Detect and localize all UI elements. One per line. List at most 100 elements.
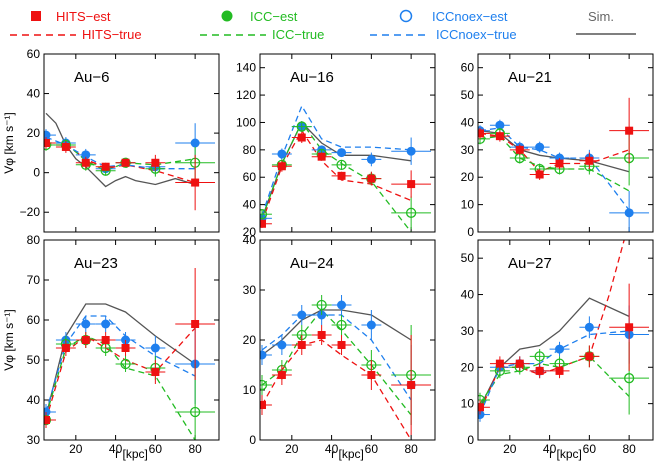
y-tick-label: 40: [461, 115, 475, 129]
x-tick-label: 20: [503, 442, 517, 456]
y-tick-label: 40: [243, 233, 257, 247]
iccnoex-est-point: [337, 148, 347, 158]
icc-est-point: [623, 373, 635, 384]
hits-est-point: [407, 381, 416, 389]
hits-est-point: [121, 158, 130, 167]
x-axis-label: r [kpc]: [115, 447, 148, 461]
y-tick-label: 0: [33, 166, 40, 180]
hits-est-point: [555, 366, 564, 375]
icc-est-point: [336, 159, 347, 171]
panel-2: 20 40 60 80 100 120 140 Au−16: [236, 53, 436, 239]
hits-est-point: [277, 162, 286, 171]
legend-marker: [399, 9, 413, 23]
legend-entry-0: HITS−est: [31, 9, 111, 24]
iccnoex-est-point: [150, 343, 160, 353]
panel-frame: [477, 53, 654, 233]
x-tick-label: 80: [622, 442, 636, 456]
hits-est-point: [121, 344, 130, 352]
x-tick-label: 80: [404, 442, 418, 456]
hits-est-point: [555, 159, 564, 168]
legend-entry-4: ICCnoex−est: [399, 9, 508, 24]
hits-est-point: [535, 170, 544, 179]
icc-est-point: [120, 358, 131, 370]
y-tick-label: 40: [27, 393, 41, 407]
hits-est-point: [495, 359, 504, 368]
y-tick-label: 100: [236, 115, 256, 129]
y-tick-label: 60: [243, 170, 257, 184]
panel-4: 20 40 60 80 30 40 50 60 70 80 Au−23 r [kpc] Vφ [km s…: [2, 233, 220, 461]
panel-title: Au−16: [290, 69, 334, 86]
panel-title: Au−27: [508, 255, 552, 272]
y-tick-label: 20: [461, 170, 475, 184]
iccnoex-est-point: [584, 322, 594, 332]
hits-est-point: [277, 371, 286, 379]
panel-title: Au−6: [74, 69, 109, 86]
y-tick-label: 0: [467, 225, 474, 239]
y-tick-label: 30: [27, 433, 41, 447]
y-tick-label: 0: [467, 433, 474, 447]
x-tick-label: 40: [325, 442, 339, 456]
y-tick-label: 40: [243, 198, 257, 212]
x-axis-label: r [kpc]: [549, 447, 582, 461]
hits-est-point: [191, 320, 200, 328]
legend-entry-3: ICC−true: [200, 27, 324, 42]
legend-entry-5: ICCnoex−true: [370, 27, 517, 42]
hits-est-point: [407, 180, 416, 189]
panel-6: 20 40 60 80 0 10 20 30 40 50 Au−27 r [kpc]: [461, 239, 654, 461]
iccnoex-est-point: [495, 120, 505, 130]
iccnoex-est-point: [555, 344, 565, 354]
icc-true-line: [261, 121, 412, 232]
y-tick-label: −20: [20, 205, 41, 219]
iccnoex-est-point: [81, 150, 91, 160]
hits-est-point: [317, 331, 326, 339]
y-tick-label: 20: [243, 225, 257, 239]
hits-est-point: [191, 178, 200, 187]
hits-est-point: [297, 341, 306, 349]
x-tick-label: 20: [285, 442, 299, 456]
plot-area: [44, 112, 216, 211]
y-tick-label: 40: [27, 87, 41, 101]
hits-est-point: [44, 416, 50, 424]
panel-frame: [259, 53, 436, 233]
x-axis-label: r [kpc]: [331, 447, 364, 461]
legend-marker: [221, 10, 233, 22]
y-tick-label: 10: [461, 198, 475, 212]
plot-area: [478, 240, 650, 422]
y-tick-label: 20: [243, 333, 257, 347]
legend-entry-1: HITS−true: [10, 27, 142, 42]
hits-est-point: [478, 129, 484, 138]
icc-est-point: [296, 121, 307, 132]
hits-est-point: [337, 341, 346, 349]
iccnoex-est-point: [406, 146, 416, 156]
y-tick-label: 40: [461, 288, 475, 302]
iccnoex-est-point: [277, 149, 287, 159]
panel-frame: [43, 53, 220, 233]
y-tick-label: 50: [461, 88, 475, 102]
hits-est-point: [317, 152, 326, 161]
y-tick-label: 20: [461, 360, 475, 374]
hits-est-point: [260, 401, 266, 409]
iccnoex-est-point: [366, 320, 376, 330]
y-tick-label: 80: [27, 233, 41, 247]
panel-frame: [259, 239, 436, 441]
x-tick-label: 60: [583, 442, 597, 456]
legend-label: HITS−est: [56, 9, 111, 24]
hits-est-point: [101, 162, 110, 171]
legend-entry-6: Sim.: [576, 9, 636, 35]
hits-est-point: [81, 158, 90, 167]
hits-est-point: [151, 158, 160, 167]
y-tick-label: 20: [27, 126, 41, 140]
icc-est-point: [260, 209, 268, 220]
panel-5: 20 40 60 80 0 10 20 30 40 Au−24 r [kpc]: [243, 233, 436, 461]
sim-line: [45, 303, 196, 417]
x-tick-label: 20: [69, 442, 83, 456]
hits-est-point: [367, 371, 376, 379]
legend-label: Sim.: [588, 9, 614, 24]
x-tick-label: 80: [188, 442, 202, 456]
panel-3: 0 10 20 30 40 50 60 Au−21: [461, 53, 654, 239]
hits-est-point: [478, 403, 484, 412]
icc-est-point: [336, 319, 347, 331]
iccnoex-est-point: [337, 300, 347, 310]
